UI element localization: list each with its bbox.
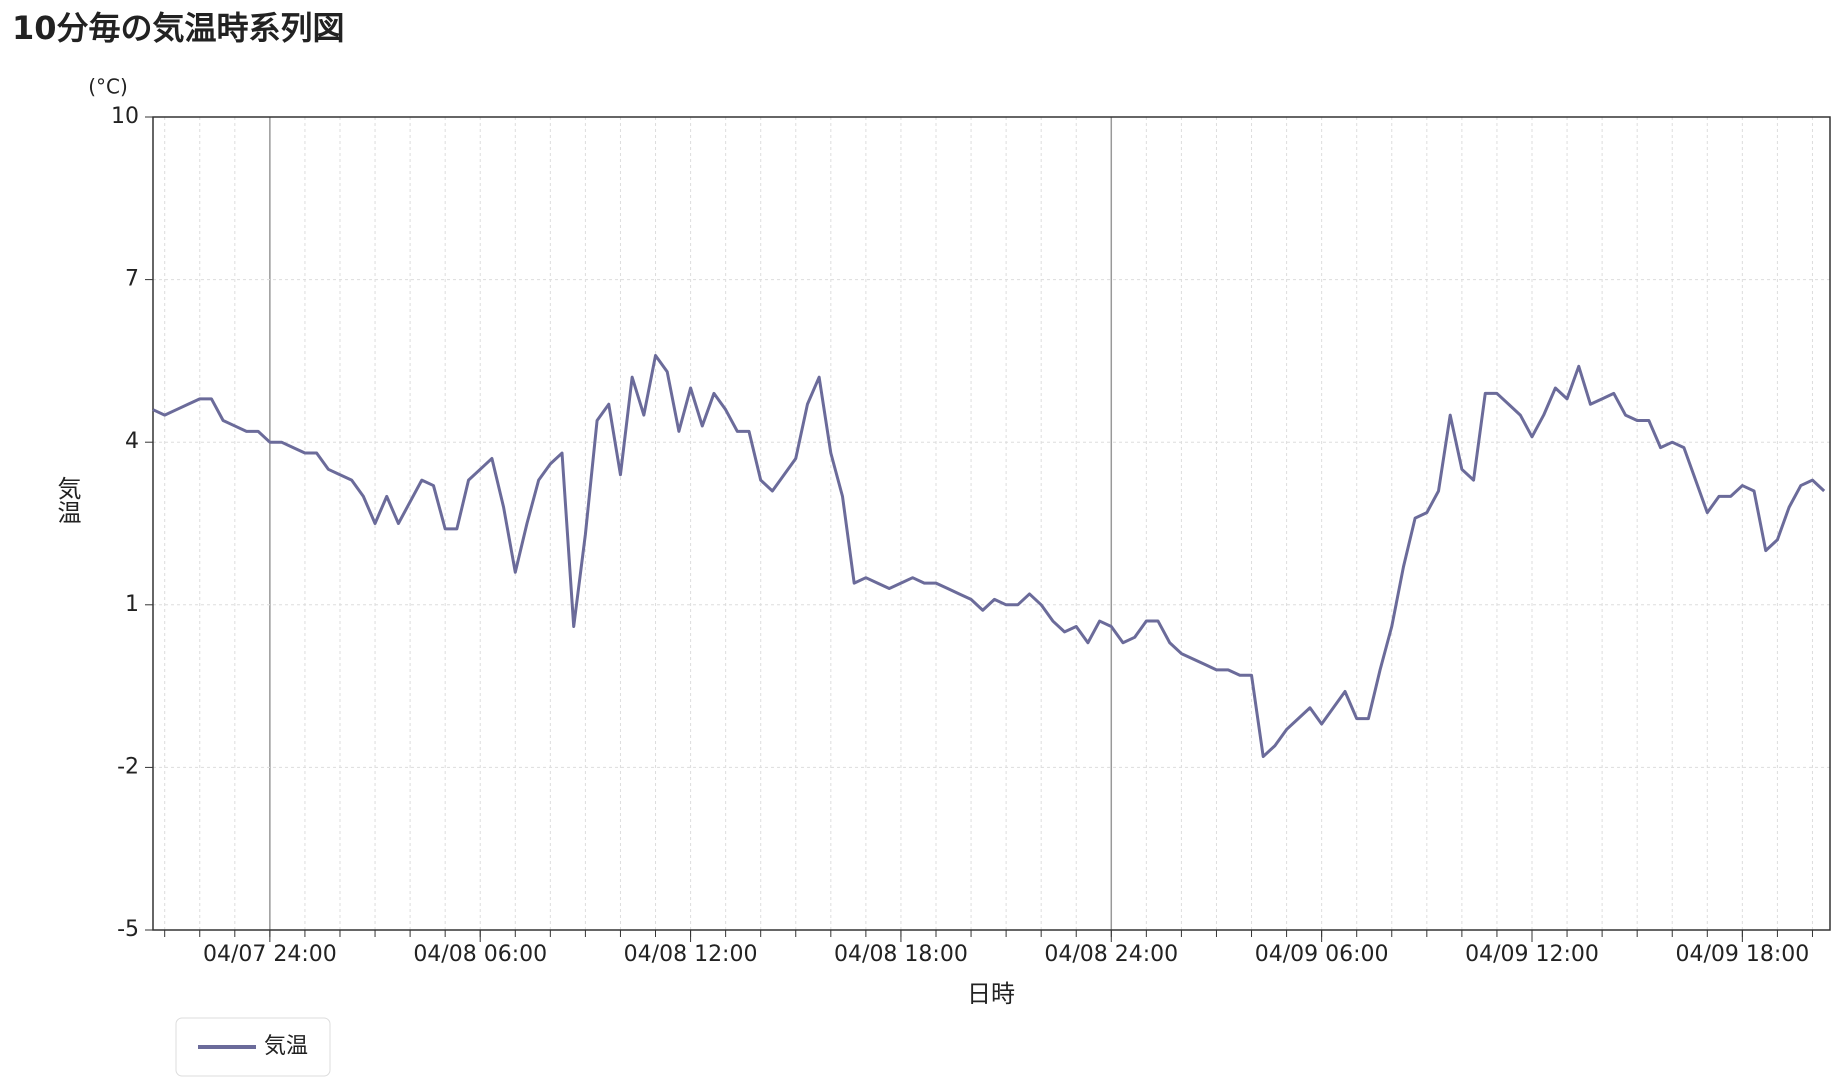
temperature-line <box>152 353 1826 759</box>
y-tick-label: 4 <box>125 429 139 454</box>
y-tick-label: -2 <box>117 754 139 779</box>
x-tick-label: 04/08 18:00 <box>834 942 968 967</box>
x-tick-label: 04/08 24:00 <box>1044 942 1178 967</box>
y-tick-label: -5 <box>117 917 139 942</box>
legend-label: 気温 <box>264 1034 308 1059</box>
y-tick-label: 10 <box>111 104 139 129</box>
plot-frame <box>152 116 1831 931</box>
y-axis-label: 気温 <box>53 476 81 524</box>
y-tick-label: 1 <box>125 592 139 617</box>
x-axis-label: 日時 <box>967 980 1015 1008</box>
x-tick-label: 04/09 12:00 <box>1465 942 1599 967</box>
chart-title: 10分毎の気温時系列図 <box>12 9 345 47</box>
x-tick-label: 04/08 06:00 <box>413 942 547 967</box>
y-tick-label: 7 <box>125 267 139 292</box>
x-tick-label: 04/09 06:00 <box>1255 942 1389 967</box>
x-tick-label: 04/08 12:00 <box>624 942 758 967</box>
y-unit: (°C) <box>88 75 128 99</box>
x-tick-label: 04/09 18:00 <box>1675 942 1809 967</box>
x-tick-label: 04/07 24:00 <box>203 942 337 967</box>
